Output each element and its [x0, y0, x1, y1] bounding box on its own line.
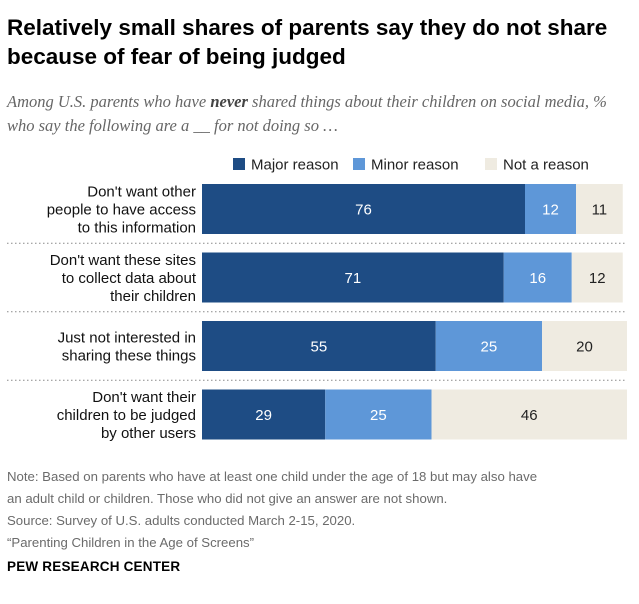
bar-segment-major-reason — [202, 321, 436, 371]
subtitle-emphasis: never — [210, 92, 248, 111]
data-label-not-a-reason: 20 — [576, 339, 593, 356]
category-label-line: Don't want other — [87, 184, 196, 201]
category-label-line: Don't want these sites — [50, 252, 196, 269]
notes-block: Note: Based on parents who have at least… — [7, 466, 632, 554]
category-label-line: Don't want their — [92, 389, 196, 406]
chart-subtitle: Among U.S. parents who have never shared… — [7, 90, 632, 138]
subtitle-part2: shared things about their children on so… — [7, 92, 607, 135]
legend-label-not-a-reason: Not a reason — [503, 157, 589, 174]
category-label-line: their children — [110, 288, 196, 305]
note-line-2: an adult child or children. Those who di… — [7, 491, 448, 506]
category-label: Don't want their children to be judged by … — [57, 389, 196, 442]
chart-title: Relatively small shares of parents say t… — [7, 15, 608, 69]
category-label: Don't want other people to have access to … — [47, 184, 196, 237]
legend-label-major-reason: Major reason — [251, 157, 339, 174]
note-line-1: Note: Based on parents who have at least… — [7, 469, 538, 484]
category-label-line: to this information — [78, 220, 196, 237]
legend-swatch-not-a-reason — [485, 158, 497, 170]
category-label: Just not interested in sharing these thin… — [58, 330, 196, 365]
category-label: Don't want these sites to collect data ab… — [50, 252, 197, 305]
bar-segment-minor-reason — [435, 321, 542, 371]
source-line: Source: Survey of U.S. adults conducted … — [7, 513, 356, 528]
data-label-major-reason: 71 — [345, 270, 362, 287]
data-label-not-a-reason: 11 — [592, 202, 608, 219]
category-label-line: to collect data about — [62, 270, 197, 287]
category-label-line: children to be judged — [57, 407, 196, 424]
subtitle-part1: Among U.S. parents who have — [7, 92, 211, 111]
bar-segment-minor-reason — [525, 184, 576, 234]
brand-logo-text: PEW RESEARCH CENTER — [7, 559, 181, 574]
stacked-bar-chart: Major reason Minor reason Not a reason Don'… — [7, 157, 627, 442]
bar-segment-major-reason — [202, 252, 504, 303]
bar-segment-major-reason — [202, 184, 525, 234]
category-label-line: people to have access — [47, 202, 196, 219]
bar-segment-not-a-reason — [542, 321, 627, 371]
category-label-line: by other users — [101, 425, 196, 442]
bar-segment-minor-reason — [503, 252, 572, 303]
data-label-minor-reason: 25 — [370, 407, 387, 424]
bar-segment-not-a-reason — [571, 252, 623, 303]
legend-swatch-major-reason — [233, 158, 245, 170]
data-label-minor-reason: 16 — [529, 270, 546, 287]
data-label-major-reason: 29 — [255, 407, 272, 424]
data-label-major-reason: 76 — [355, 202, 372, 219]
bar-segment-not-a-reason — [576, 184, 623, 234]
data-label-minor-reason: 12 — [542, 202, 559, 219]
category-label-line: sharing these things — [62, 348, 196, 365]
report-title: “Parenting Children in the Age of Screen… — [7, 535, 255, 550]
data-label-not-a-reason: 46 — [521, 407, 538, 424]
bar-segment-minor-reason — [325, 389, 432, 440]
category-label-line: Just not interested in — [58, 330, 196, 347]
data-label-minor-reason: 25 — [481, 339, 498, 356]
bar-segment-major-reason — [202, 389, 326, 440]
legend-label-minor-reason: Minor reason — [371, 157, 459, 174]
bar-segment-not-a-reason — [431, 389, 627, 440]
legend-swatch-minor-reason — [353, 158, 365, 170]
data-label-major-reason: 55 — [311, 339, 328, 356]
data-label-not-a-reason: 12 — [589, 270, 606, 287]
